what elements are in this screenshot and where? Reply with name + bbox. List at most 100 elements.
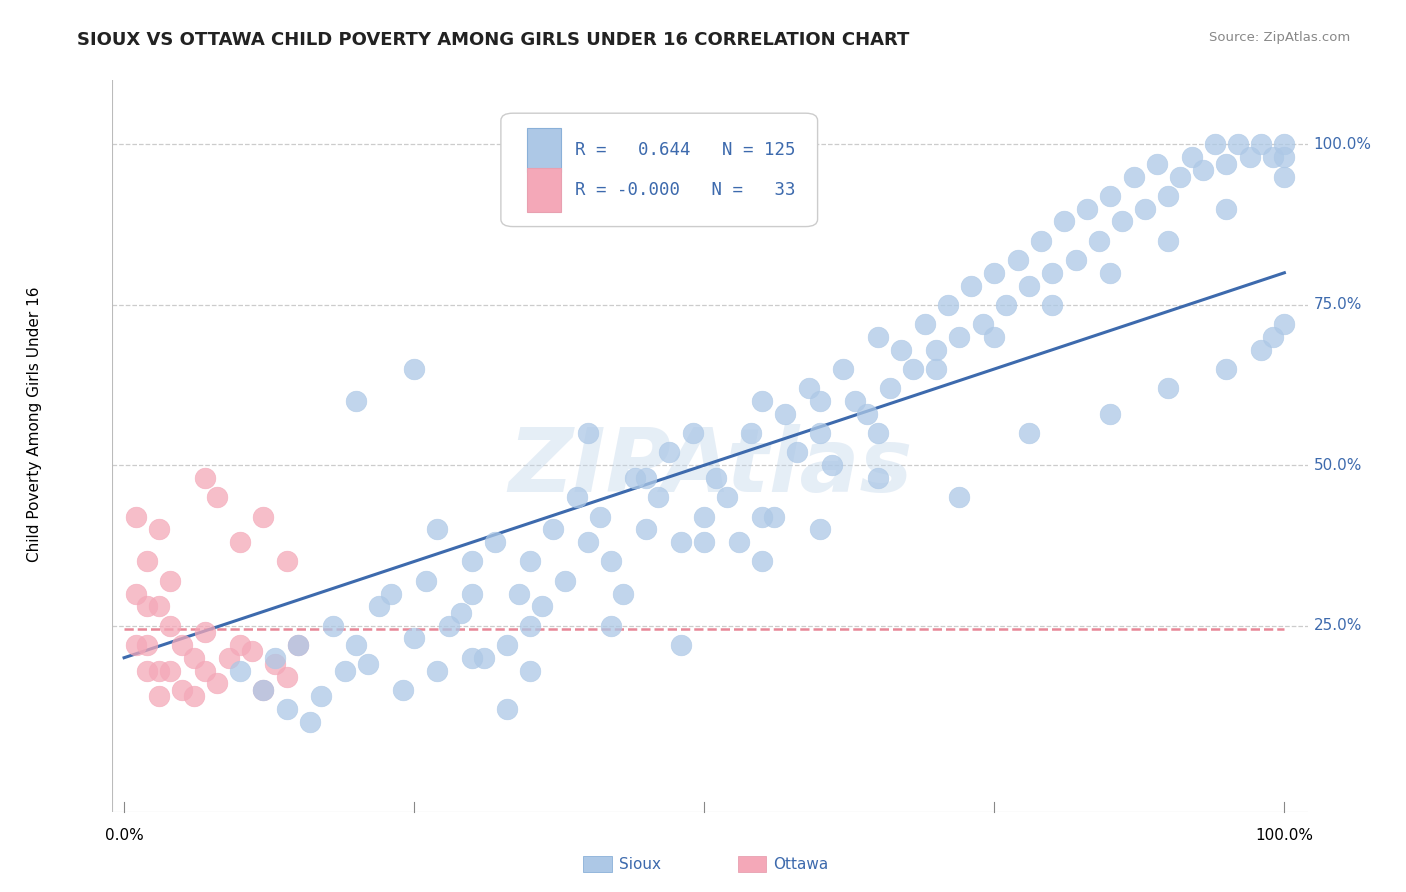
Point xyxy=(751,394,773,409)
Point xyxy=(1180,150,1202,164)
Text: 100.0%: 100.0% xyxy=(1313,137,1371,152)
Point xyxy=(148,599,170,614)
Point xyxy=(1250,343,1272,357)
Point xyxy=(1040,266,1063,280)
Text: 50.0%: 50.0% xyxy=(1313,458,1362,473)
Point xyxy=(1099,266,1122,280)
FancyBboxPatch shape xyxy=(501,113,818,227)
Point xyxy=(461,554,484,568)
Point xyxy=(808,426,831,441)
Point xyxy=(658,445,681,459)
Point xyxy=(194,625,217,640)
Point xyxy=(623,471,645,485)
Point xyxy=(948,330,970,344)
Point xyxy=(508,586,530,600)
Point xyxy=(148,523,170,537)
Text: 100.0%: 100.0% xyxy=(1256,828,1313,843)
Point xyxy=(136,554,159,568)
Point xyxy=(240,644,263,658)
Point xyxy=(287,638,309,652)
Text: R = -0.000   N =   33: R = -0.000 N = 33 xyxy=(575,181,796,199)
Point xyxy=(1261,150,1284,164)
Point xyxy=(600,618,623,632)
Point xyxy=(901,362,924,376)
Point xyxy=(287,638,309,652)
Point xyxy=(775,407,797,421)
Point xyxy=(797,381,820,395)
Point xyxy=(404,362,426,376)
Point xyxy=(808,523,831,537)
Point xyxy=(252,682,274,697)
Point xyxy=(1272,150,1295,164)
Point xyxy=(890,343,912,357)
Point xyxy=(1239,150,1261,164)
Point xyxy=(229,664,252,678)
Point xyxy=(136,599,159,614)
Point xyxy=(519,554,541,568)
Point xyxy=(821,458,844,473)
Point xyxy=(519,664,541,678)
Point xyxy=(576,535,599,549)
Point xyxy=(136,638,159,652)
Point xyxy=(496,702,519,716)
Point xyxy=(693,509,716,524)
Point xyxy=(948,491,970,505)
Point xyxy=(252,682,274,697)
Point xyxy=(404,632,426,646)
Point xyxy=(786,445,808,459)
Point xyxy=(194,664,217,678)
FancyBboxPatch shape xyxy=(527,168,561,212)
Point xyxy=(1146,157,1168,171)
Point xyxy=(530,599,553,614)
Point xyxy=(218,650,240,665)
Text: Sioux: Sioux xyxy=(619,857,661,871)
Point xyxy=(159,574,181,588)
Point xyxy=(682,426,704,441)
Point xyxy=(1204,137,1226,152)
Text: 25.0%: 25.0% xyxy=(1313,618,1362,633)
Text: ZIPAtlas: ZIPAtlas xyxy=(508,425,912,511)
Point xyxy=(1215,157,1237,171)
Point xyxy=(1007,252,1029,267)
Point xyxy=(704,471,727,485)
Point xyxy=(380,586,402,600)
Point xyxy=(1226,137,1249,152)
Point xyxy=(693,535,716,549)
Point xyxy=(450,606,472,620)
Point xyxy=(600,554,623,568)
Point xyxy=(136,664,159,678)
Point xyxy=(194,471,217,485)
Point xyxy=(1040,298,1063,312)
Point xyxy=(426,664,449,678)
Point xyxy=(1076,202,1098,216)
Text: 0.0%: 0.0% xyxy=(104,828,143,843)
Point xyxy=(415,574,437,588)
Point xyxy=(344,638,367,652)
Point xyxy=(589,509,612,524)
Text: SIOUX VS OTTAWA CHILD POVERTY AMONG GIRLS UNDER 16 CORRELATION CHART: SIOUX VS OTTAWA CHILD POVERTY AMONG GIRL… xyxy=(77,31,910,49)
Point xyxy=(125,638,148,652)
Point xyxy=(125,586,148,600)
Point xyxy=(229,638,252,652)
Point xyxy=(1157,188,1180,202)
Point xyxy=(252,509,274,524)
Point xyxy=(368,599,391,614)
Point xyxy=(183,650,205,665)
Point xyxy=(740,426,762,441)
Point xyxy=(855,407,877,421)
Point xyxy=(1272,169,1295,184)
Point xyxy=(357,657,380,672)
Point xyxy=(925,343,948,357)
Point xyxy=(1122,169,1144,184)
Point xyxy=(1029,234,1052,248)
Point xyxy=(1272,137,1295,152)
Point xyxy=(914,317,936,331)
Point xyxy=(461,650,484,665)
Point xyxy=(868,426,890,441)
Point xyxy=(1099,407,1122,421)
Text: 75.0%: 75.0% xyxy=(1313,297,1362,312)
Point xyxy=(229,535,252,549)
Text: Child Poverty Among Girls Under 16: Child Poverty Among Girls Under 16 xyxy=(27,286,42,562)
Point xyxy=(983,330,1005,344)
Point xyxy=(612,586,634,600)
